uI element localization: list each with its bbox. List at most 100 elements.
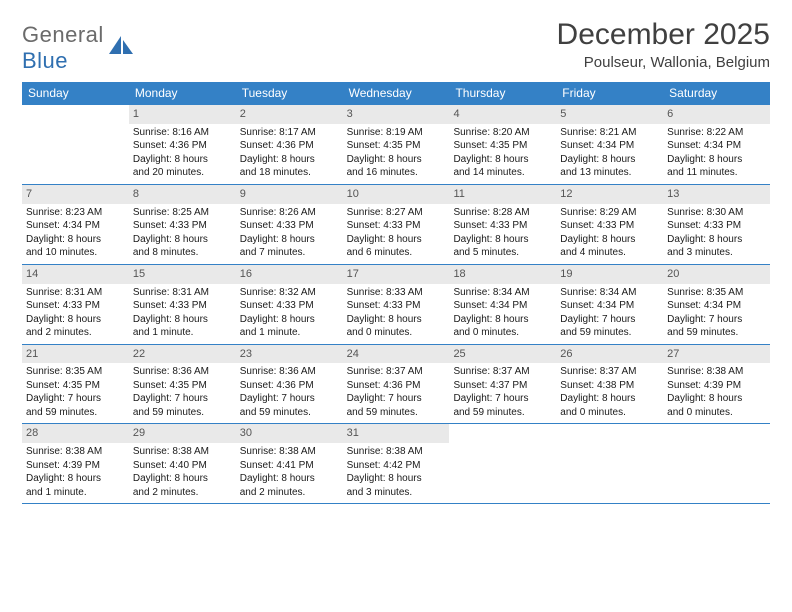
day-info-line: Sunset: 4:36 PM: [347, 379, 446, 393]
day-info-line: Daylight: 8 hours: [560, 233, 659, 247]
day-info-line: Daylight: 8 hours: [347, 153, 446, 167]
day-info-line: Sunset: 4:39 PM: [26, 459, 125, 473]
day-info-line: and 8 minutes.: [133, 246, 232, 260]
day-number: 16: [236, 265, 343, 284]
day-info-line: Sunset: 4:40 PM: [133, 459, 232, 473]
day-info-line: Sunrise: 8:37 AM: [347, 365, 446, 379]
day-info-line: and 1 minute.: [133, 326, 232, 340]
day-info-line: Sunset: 4:33 PM: [667, 219, 766, 233]
day-number: 13: [663, 185, 770, 204]
day-info-line: Sunrise: 8:31 AM: [133, 286, 232, 300]
day-info-line: Sunrise: 8:35 AM: [667, 286, 766, 300]
day-info-line: Sunset: 4:41 PM: [240, 459, 339, 473]
day-info-line: and 0 minutes.: [453, 326, 552, 340]
day-info-line: Sunset: 4:36 PM: [240, 139, 339, 153]
day-info-line: Sunset: 4:33 PM: [133, 299, 232, 313]
day-number: 28: [22, 424, 129, 443]
day-info-line: Sunset: 4:37 PM: [453, 379, 552, 393]
day-info-line: and 14 minutes.: [453, 166, 552, 180]
day-info-line: Sunset: 4:33 PM: [240, 219, 339, 233]
day-cell: 16 Sunrise: 8:32 AMSunset: 4:33 PMDayligh…: [236, 265, 343, 344]
day-info-line: and 59 minutes.: [347, 406, 446, 420]
day-number: 5: [556, 105, 663, 124]
day-number: 24: [343, 345, 450, 364]
day-info-line: and 11 minutes.: [667, 166, 766, 180]
day-info-line: Sunset: 4:33 PM: [240, 299, 339, 313]
day-info-line: Sunrise: 8:36 AM: [133, 365, 232, 379]
day-info-line: and 0 minutes.: [667, 406, 766, 420]
day-number: 17: [343, 265, 450, 284]
day-info-line: Daylight: 8 hours: [453, 313, 552, 327]
weekday-sunday: Sunday: [22, 82, 129, 105]
day-cell: 31Sunrise: 8:38 AMSunset: 4:42 PMDayligh…: [343, 424, 450, 503]
day-info-line: Daylight: 8 hours: [26, 313, 125, 327]
day-info-line: Sunset: 4:33 PM: [347, 219, 446, 233]
day-info-line: Daylight: 8 hours: [347, 233, 446, 247]
day-info-line: Daylight: 8 hours: [560, 153, 659, 167]
day-info-line: and 59 minutes.: [26, 406, 125, 420]
day-info-line: and 1 minute.: [240, 326, 339, 340]
day-cell: 17Sunrise: 8:33 AMSunset: 4:33 PMDayligh…: [343, 265, 450, 344]
day-number: 30: [236, 424, 343, 443]
weekday-header-row: SundayMondayTuesdayWednesdayThursdayFrid…: [22, 82, 770, 105]
day-info-line: Daylight: 8 hours: [133, 472, 232, 486]
day-info-line: and 59 minutes.: [133, 406, 232, 420]
day-info-line: Daylight: 7 hours: [240, 392, 339, 406]
day-info-line: Daylight: 8 hours: [667, 233, 766, 247]
day-info-line: Sunrise: 8:22 AM: [667, 126, 766, 140]
day-number: 25: [449, 345, 556, 364]
day-info-line: Sunrise: 8:29 AM: [560, 206, 659, 220]
weekday-monday: Monday: [129, 82, 236, 105]
location-text: Poulseur, Wallonia, Belgium: [557, 54, 770, 71]
day-number: 20: [663, 265, 770, 284]
day-info-line: and 3 minutes.: [347, 486, 446, 500]
header: General Blue December 2025 Poulseur, Wal…: [22, 18, 770, 74]
week-row: 28Sunrise: 8:38 AMSunset: 4:39 PMDayligh…: [22, 424, 770, 504]
day-info-line: Sunset: 4:36 PM: [240, 379, 339, 393]
logo-text: General Blue: [22, 22, 104, 74]
day-info-line: Sunset: 4:34 PM: [667, 139, 766, 153]
day-cell: 2Sunrise: 8:17 AMSunset: 4:36 PMDaylight…: [236, 105, 343, 184]
day-cell: [22, 105, 129, 184]
day-info-line: and 20 minutes.: [133, 166, 232, 180]
day-info-line: Sunrise: 8:33 AM: [347, 286, 446, 300]
day-info-line: Sunset: 4:33 PM: [560, 219, 659, 233]
day-info-line: Daylight: 7 hours: [667, 313, 766, 327]
day-info-line: Sunset: 4:33 PM: [133, 219, 232, 233]
day-number: 31: [343, 424, 450, 443]
day-cell: 10Sunrise: 8:27 AMSunset: 4:33 PMDayligh…: [343, 185, 450, 264]
day-number: 14: [22, 265, 129, 284]
day-info-line: Sunset: 4:36 PM: [133, 139, 232, 153]
day-info-line: Sunset: 4:38 PM: [560, 379, 659, 393]
day-info-line: Sunrise: 8:19 AM: [347, 126, 446, 140]
day-info-line: Daylight: 8 hours: [347, 472, 446, 486]
day-info-line: Daylight: 8 hours: [667, 153, 766, 167]
day-number: 23: [236, 345, 343, 364]
day-number: 18: [449, 265, 556, 284]
day-cell: 30Sunrise: 8:38 AMSunset: 4:41 PMDayligh…: [236, 424, 343, 503]
day-info-line: Sunset: 4:42 PM: [347, 459, 446, 473]
day-number: 29: [129, 424, 236, 443]
day-info-line: Sunrise: 8:36 AM: [240, 365, 339, 379]
weekday-tuesday: Tuesday: [236, 82, 343, 105]
day-info-line: Sunrise: 8:26 AM: [240, 206, 339, 220]
day-info-line: Sunrise: 8:32 AM: [240, 286, 339, 300]
week-row: 7Sunrise: 8:23 AMSunset: 4:34 PMDaylight…: [22, 185, 770, 265]
day-info-line: and 0 minutes.: [560, 406, 659, 420]
day-info-line: and 13 minutes.: [560, 166, 659, 180]
day-info-line: Sunset: 4:35 PM: [133, 379, 232, 393]
day-info-line: Daylight: 8 hours: [240, 313, 339, 327]
day-info-line: Sunset: 4:35 PM: [347, 139, 446, 153]
day-info-line: and 2 minutes.: [240, 486, 339, 500]
page-title: December 2025: [557, 18, 770, 52]
day-number: 11: [449, 185, 556, 204]
day-info-line: and 59 minutes.: [240, 406, 339, 420]
day-info-line: and 7 minutes.: [240, 246, 339, 260]
day-cell: [556, 424, 663, 503]
day-info-line: Daylight: 8 hours: [240, 472, 339, 486]
day-info-line: and 59 minutes.: [667, 326, 766, 340]
day-number: 6: [663, 105, 770, 124]
day-number: 8: [129, 185, 236, 204]
day-number: 3: [343, 105, 450, 124]
weekday-wednesday: Wednesday: [343, 82, 450, 105]
